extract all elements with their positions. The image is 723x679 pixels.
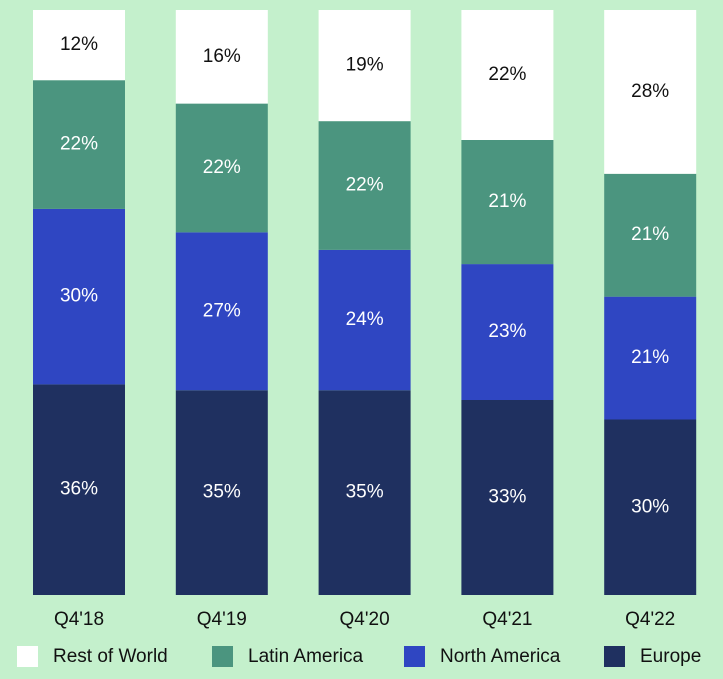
bar-segment — [175, 10, 268, 104]
data-label: 30% — [631, 496, 669, 517]
bar-segment — [604, 10, 697, 174]
legend-swatch — [17, 646, 38, 667]
bar-segment — [318, 390, 411, 595]
data-label: 22% — [346, 175, 384, 196]
data-label: 28% — [631, 81, 669, 102]
x-tick-label: Q4'20 — [340, 609, 390, 630]
data-label: 22% — [60, 134, 98, 155]
legend-label: North America — [440, 646, 561, 667]
x-tick-label: Q4'22 — [625, 609, 675, 630]
data-label: 35% — [203, 482, 241, 503]
bar-segment — [318, 10, 411, 122]
bar-segment — [33, 384, 125, 595]
data-label: 36% — [60, 479, 98, 500]
bar-segment — [318, 249, 411, 391]
data-label: 33% — [488, 487, 526, 508]
legend-swatch — [604, 646, 625, 667]
bar-segment — [175, 390, 268, 595]
x-tick-label: Q4'19 — [197, 609, 247, 630]
bar-segment — [461, 264, 554, 400]
bar-segment — [318, 121, 411, 250]
data-label: 22% — [488, 64, 526, 85]
bar-segment — [604, 173, 697, 297]
bar-segment — [33, 208, 125, 385]
data-label: 22% — [203, 157, 241, 178]
data-label: 21% — [631, 224, 669, 245]
data-label: 12% — [60, 34, 98, 55]
legend-label: Europe — [640, 646, 701, 667]
data-label: 23% — [488, 321, 526, 342]
legend-label: Rest of World — [53, 646, 168, 667]
data-label: 21% — [488, 191, 526, 212]
data-label: 27% — [203, 300, 241, 321]
bar-segment — [175, 232, 268, 391]
legend-label: Latin America — [248, 646, 364, 667]
data-label: 24% — [346, 309, 384, 330]
bar-segment — [461, 400, 554, 595]
bar-segment — [604, 419, 697, 595]
data-label: 19% — [346, 55, 384, 76]
bar-segment — [175, 103, 268, 233]
data-label: 21% — [631, 347, 669, 368]
x-tick-label: Q4'21 — [482, 609, 532, 630]
legend-swatch — [212, 646, 233, 667]
bar-segment — [461, 140, 554, 265]
bar-segment — [33, 80, 125, 209]
bar-segment — [604, 296, 697, 420]
bar-segment — [33, 10, 125, 81]
x-tick-label: Q4'18 — [54, 609, 104, 630]
data-label: 16% — [203, 46, 241, 67]
data-label: 35% — [346, 482, 384, 503]
legend-swatch — [404, 646, 425, 667]
data-label: 30% — [60, 286, 98, 307]
bar-segment — [461, 10, 554, 140]
